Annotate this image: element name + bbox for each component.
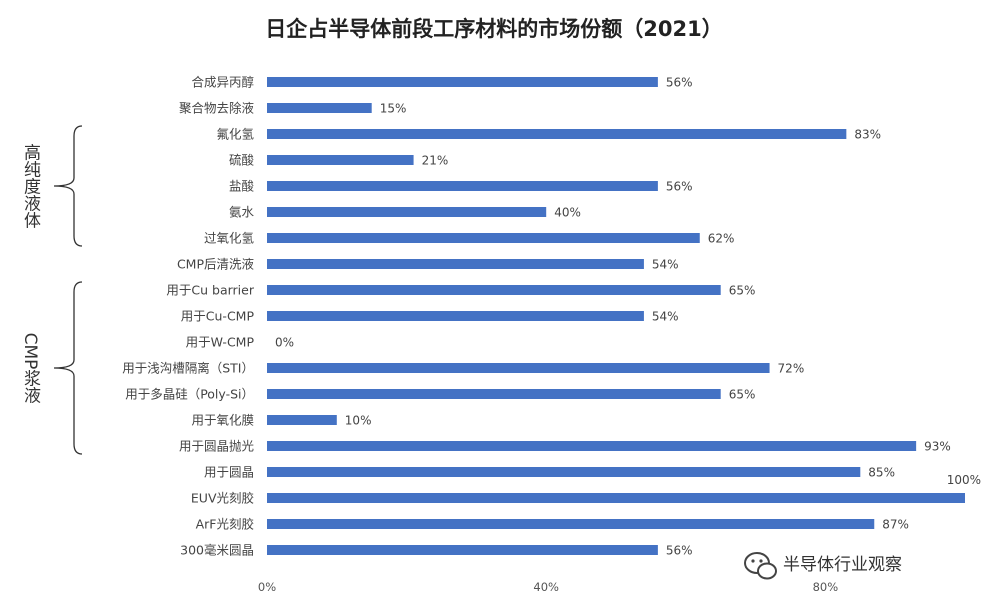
category-label: 氨水 [229, 205, 255, 220]
bar [267, 207, 547, 217]
watermark: 半导体行业观察 [744, 552, 902, 580]
category-label: 硫酸 [229, 153, 255, 168]
bars: 合成异丙醇 56% 聚合物去除液 15% 氟化氢 83% 硫酸 21% 盐酸 56% 氨水 40% 过氧… [122, 75, 981, 558]
category-label: 300毫米圆晶 [180, 543, 254, 558]
data-label: 10% [345, 414, 372, 428]
x-tick-label: 0% [258, 580, 276, 594]
bar [267, 441, 917, 451]
category-label: EUV光刻胶 [191, 491, 254, 506]
group-brace [53, 281, 83, 455]
data-label: 40% [554, 206, 581, 220]
category-label: ArF光刻胶 [196, 517, 254, 532]
group-brace [53, 125, 83, 247]
data-label: 65% [729, 388, 756, 402]
data-label: 100% [947, 473, 981, 487]
data-label: 54% [652, 310, 679, 324]
category-label: 用于Cu-CMP [181, 309, 255, 324]
x-axis: 0% 40% 80% [258, 580, 838, 594]
wechat-icon [744, 552, 777, 580]
x-tick-label: 80% [813, 580, 839, 594]
bar [267, 155, 414, 165]
x-tick-label: 40% [533, 580, 559, 594]
bar [267, 389, 721, 399]
category-label: CMP后清洗液 [177, 257, 255, 272]
category-label: 用于多晶硅（Poly-Si） [125, 387, 254, 402]
bar [267, 415, 337, 425]
bar [267, 129, 847, 139]
chart-title: 日企占半导体前段工序材料的市场份额（2021） [265, 17, 722, 41]
watermark-text: 半导体行业观察 [783, 555, 902, 575]
data-label: 87% [882, 518, 909, 532]
category-label: 用于Cu barrier [166, 283, 254, 298]
data-label: 65% [729, 284, 756, 298]
data-label: 54% [652, 258, 679, 272]
category-label: 聚合物去除液 [179, 101, 255, 116]
data-label: 93% [924, 440, 951, 454]
bar [267, 519, 875, 529]
data-label: 56% [666, 180, 693, 194]
data-label: 21% [422, 154, 449, 168]
category-label: 用于氧化膜 [191, 413, 254, 428]
category-label: 用于圆晶抛光 [179, 439, 254, 454]
category-label: 用于浅沟槽隔离（STI） [122, 361, 254, 376]
category-label: 氟化氢 [216, 127, 254, 142]
data-label: 85% [868, 466, 895, 480]
bar [267, 285, 721, 295]
data-label: 56% [666, 76, 693, 90]
bar [267, 77, 658, 87]
category-label: 用于圆晶 [204, 465, 254, 480]
bar [267, 259, 644, 269]
bar [267, 181, 658, 191]
group-label: 高纯度液体 [20, 143, 41, 228]
data-label: 72% [778, 362, 805, 376]
category-groups: 高纯度液体 CMP浆液 [20, 125, 83, 455]
data-label: 0% [275, 336, 294, 350]
category-label: 用于W-CMP [186, 335, 255, 350]
bar [267, 103, 372, 113]
bar [267, 311, 644, 321]
data-label: 83% [854, 128, 881, 142]
category-label: 过氧化氢 [204, 231, 255, 246]
data-label: 56% [666, 544, 693, 558]
bar [267, 467, 861, 477]
category-label: 合成异丙醇 [191, 75, 254, 90]
bar [267, 363, 770, 373]
data-label: 15% [380, 102, 407, 116]
category-label: 盐酸 [229, 179, 255, 194]
bar [267, 545, 658, 555]
group-label: CMP浆液 [20, 333, 41, 404]
bar [267, 493, 965, 503]
bar [267, 233, 700, 243]
data-label: 62% [708, 232, 735, 246]
